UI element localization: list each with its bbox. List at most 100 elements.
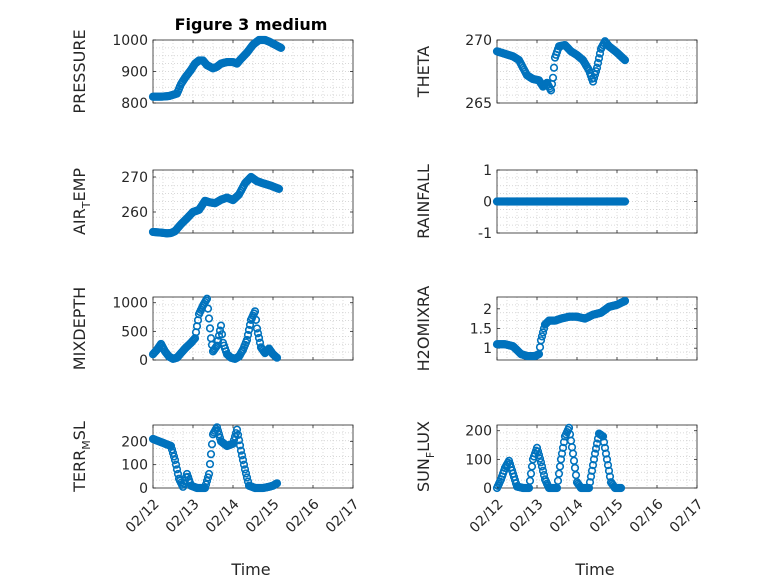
panel-air-temp: 260 270 AIRTEMP [70,168,354,238]
x-tick-label: 02/12 [467,496,507,536]
data-point [167,445,177,454]
data-point [238,455,248,465]
y-tick-label: 0 [139,481,148,497]
y-tick-label: 100 [465,452,492,468]
data-point [242,335,252,345]
data-point [242,473,252,482]
data-point [619,55,629,64]
data-point [620,56,630,65]
y-tick-label: 200 [465,424,492,440]
data-point [538,466,548,475]
y-axis-label: PRESSURE [70,29,89,113]
y-axis-label: H2OMIXRA [414,286,433,372]
data-point [548,73,558,82]
y-axis-label: AIRTEMP [70,168,93,235]
x-tick-label: 02/16 [283,496,323,536]
data-point [172,465,182,474]
x-tick-label: 02/14 [203,496,243,536]
data-point [534,450,544,460]
y-tick-label: -1 [478,226,492,242]
y-axis-label: SUNFLUX [414,421,437,492]
data-point [234,436,244,445]
data-point [204,314,214,323]
data-point [535,454,545,463]
data-point [240,465,250,474]
y-axis-label: MIXDEPTH [70,287,89,370]
y-tick-label: 1 [483,163,492,179]
data-point [201,480,211,489]
data-point [205,459,215,469]
data-point [204,469,214,479]
data-point [616,483,626,493]
data-point [168,448,178,458]
axes-box [496,39,698,104]
x-tick-label: 02/17 [323,496,363,536]
data-point [216,321,226,330]
data-point [590,449,600,458]
data-point [214,430,224,439]
data-point [212,423,222,432]
data-point [241,469,251,478]
data-point [593,58,603,68]
data-point [537,332,547,341]
data-point [217,330,227,339]
data-point [589,74,599,83]
panel-terr-msl: 02/12 02/13 02/14 02/15 02/16 02/17 0 100 200 TER… [70,421,363,536]
data-point [205,324,215,333]
series-markers [492,197,630,206]
data-point [594,54,604,63]
x-tick-label: 02/14 [547,496,587,536]
x-tick-label: 02/17 [667,496,707,536]
data-point [538,328,548,337]
y-tick-label: 900 [121,65,148,81]
y-tick-label: 1000 [112,33,148,49]
y-tick-label: 1 [483,341,492,357]
x-tick-label: 02/15 [243,496,283,536]
data-point [229,436,239,445]
data-point [237,451,247,460]
panel-mixdepth: 0 500 1000 MIXDEPTH [70,287,354,370]
y-tick-label: 0 [139,353,148,369]
series-markers [148,172,284,238]
data-point [232,425,242,434]
data-point [239,460,249,469]
data-point [537,462,547,471]
data-point [592,63,602,72]
data-point [200,483,210,493]
data-point [533,447,543,456]
series-markers [148,423,282,493]
data-point [250,307,260,316]
data-point [202,294,212,303]
data-point [233,430,243,440]
x-axis-label-left: Time [230,560,270,579]
y-axis-label: RAINFALL [414,164,433,239]
axes-box [496,424,698,489]
series-markers [492,37,630,95]
x-tick-label: 02/15 [587,496,627,536]
data-point [590,70,600,79]
data-point [206,450,216,459]
data-point [169,452,179,461]
data-point [536,336,546,345]
y-tick-label: 200 [121,434,148,450]
y-tick-label: 265 [465,96,492,112]
x-tick-label: 02/13 [507,496,547,536]
data-point [236,446,246,455]
data-point [235,441,245,450]
data-point [536,458,546,467]
data-point [251,315,261,325]
axes-box [152,296,354,361]
data-point [171,460,181,469]
series-markers [148,35,286,101]
data-point [532,443,542,453]
data-point [203,304,213,313]
series-markers [492,296,630,361]
data-point [202,476,212,486]
data-point [276,43,286,52]
figure-title: Figure 3 medium [175,15,328,34]
y-axis-label: TERRMSL [70,421,93,493]
data-point [274,184,284,193]
data-point [272,479,282,488]
